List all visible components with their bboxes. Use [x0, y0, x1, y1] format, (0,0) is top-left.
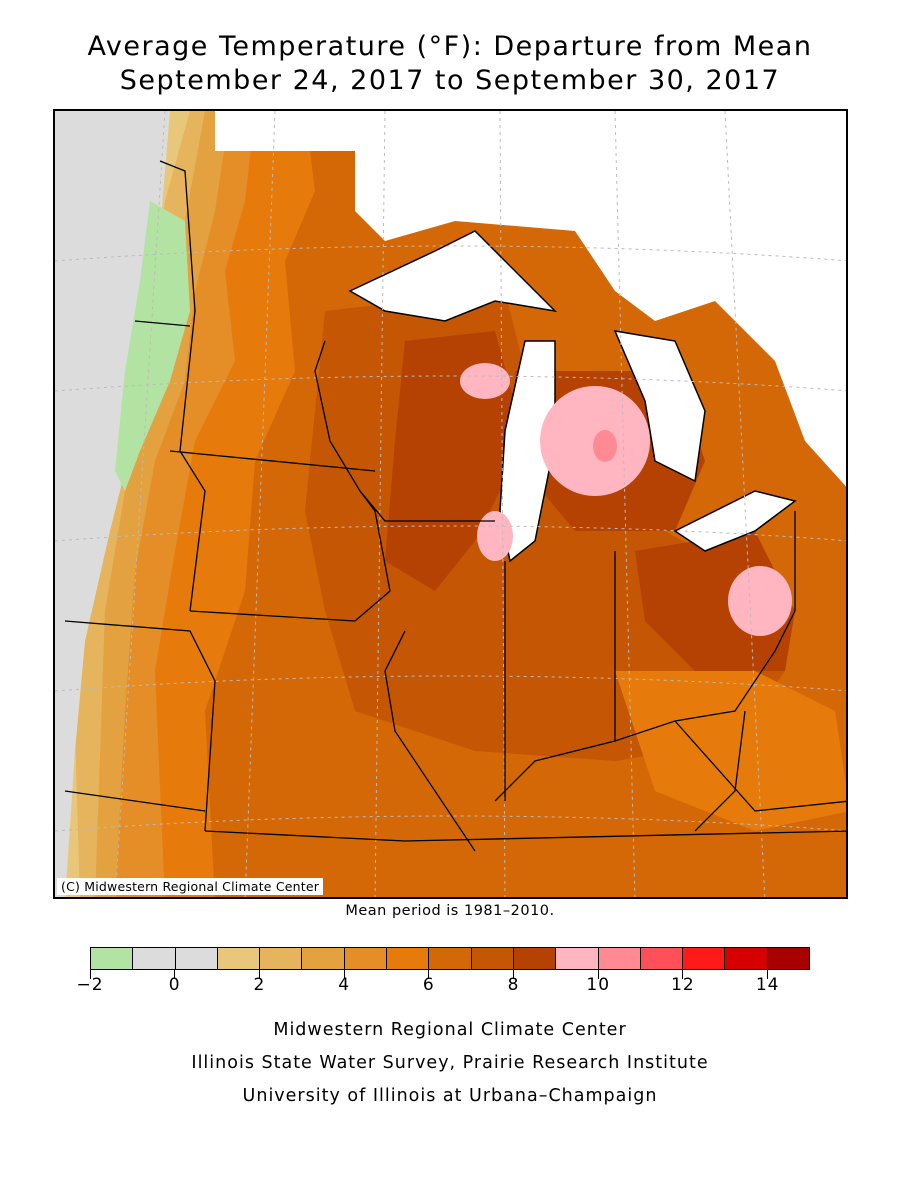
lake-huron	[613, 330, 706, 483]
footer-university: University of Illinois at Urbana–Champai…	[242, 1086, 658, 1106]
legend-tick	[682, 969, 684, 979]
legend-swatch	[725, 948, 768, 969]
legend-tick-label: 2	[253, 975, 266, 995]
legend-tick-label: 0	[168, 975, 181, 995]
map-date-range: September 24, 2017 to September 30, 2017	[119, 65, 781, 96]
map-canvas	[55, 111, 846, 897]
legend-tick	[428, 969, 430, 979]
legend-swatch	[91, 948, 134, 969]
lake-erie	[673, 490, 797, 552]
band-negative	[115, 201, 190, 491]
hotspot-mi-core	[593, 430, 617, 462]
legend-swatch	[683, 948, 726, 969]
hotspot-oh	[728, 566, 792, 636]
legend-tick	[597, 969, 599, 979]
lake-michigan	[499, 340, 556, 563]
band-5-6-south	[615, 671, 846, 831]
legend-swatch	[513, 948, 557, 969]
footer-org: Midwestern Regional Climate Center	[273, 1020, 627, 1040]
hotspot-wi	[460, 363, 510, 399]
hotspot-il	[477, 511, 513, 561]
legend-tick	[89, 969, 91, 979]
legend-tick	[258, 969, 260, 979]
temperature-departure-map: (C) Midwestern Regional Climate Center	[53, 109, 848, 899]
band-8-9-oh	[635, 531, 795, 671]
legend-tick	[513, 969, 515, 979]
footer-survey: Illinois State Water Survey, Prairie Res…	[191, 1053, 709, 1073]
state-boundaries	[64, 160, 846, 852]
mean-period-note: Mean period is 1981–2010.	[345, 903, 555, 919]
map-title: Average Temperature (°F): Departure from…	[87, 31, 813, 62]
color-legend	[90, 947, 810, 970]
legend-swatch	[175, 948, 218, 969]
legend-swatch	[260, 948, 303, 969]
legend-swatch	[302, 948, 345, 969]
legend-swatch	[556, 948, 599, 969]
legend-swatch	[217, 948, 261, 969]
copyright-notice: (C) Midwestern Regional Climate Center	[57, 878, 324, 895]
legend-swatch	[429, 948, 472, 969]
graticule	[55, 111, 846, 897]
legend-tick	[174, 969, 176, 979]
legend-tick	[343, 969, 345, 979]
legend-swatch	[344, 948, 388, 969]
legend-tick-label: 8	[507, 975, 520, 995]
legend-tick-label: 10	[586, 975, 611, 995]
legend-swatch	[640, 948, 684, 969]
legend-tick-label: 14	[755, 975, 780, 995]
legend-swatch	[598, 948, 641, 969]
legend-swatch	[471, 948, 514, 969]
legend-swatch	[767, 948, 810, 969]
legend-tick	[767, 969, 769, 979]
legend-swatch	[133, 948, 176, 969]
lake-superior	[348, 230, 558, 322]
legend-tick-label: −2	[76, 975, 104, 995]
legend-tick-label: 6	[422, 975, 435, 995]
canada-region	[215, 111, 846, 487]
legend-tick-label: 4	[338, 975, 351, 995]
legend-swatch	[387, 948, 430, 969]
legend-tick-label: 12	[671, 975, 695, 995]
